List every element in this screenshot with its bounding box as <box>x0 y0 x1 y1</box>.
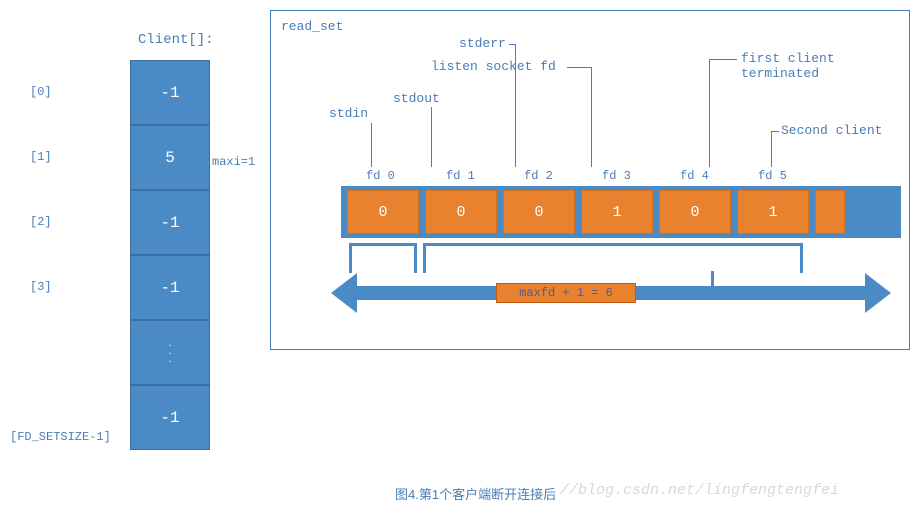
anno-first-client: first clientterminated <box>741 51 835 81</box>
line-stderr-h <box>509 44 515 45</box>
fd-label-3: fd 3 <box>602 169 631 183</box>
client-array-title: Client[]: <box>138 32 214 48</box>
arrow-head-right <box>865 273 891 313</box>
bracket-right <box>423 243 803 273</box>
fd-label-4: fd 4 <box>680 169 709 183</box>
client-index-3: [3] <box>30 280 52 294</box>
anno-stderr: stderr <box>459 36 506 51</box>
anno-second-client: Second client <box>781 123 882 138</box>
client-cell-ellipsis: ... <box>130 320 210 385</box>
figure-caption: 图4.第1个客户端断开连接后 <box>395 484 556 503</box>
line-listen-h <box>567 67 591 68</box>
anno-listen: listen socket fd <box>431 59 556 74</box>
fd-cell-3: 1 <box>581 190 653 234</box>
line-stderr-v <box>515 44 516 167</box>
line-first-v <box>709 59 710 167</box>
maxi-label: maxi=1 <box>212 155 255 169</box>
watermark: //blog.csdn.net/lingfengtengfei <box>560 482 839 499</box>
fd-cell-0: 0 <box>347 190 419 234</box>
client-cell-1: 5 <box>130 125 210 190</box>
client-index-2: [2] <box>30 215 52 229</box>
fd-cell-1: 0 <box>425 190 497 234</box>
client-cell-0: -1 <box>130 60 210 125</box>
client-cell-2: -1 <box>130 190 210 255</box>
client-index-1: [1] <box>30 150 52 164</box>
readset-box: read_set fd 0 fd 1 fd 2 fd 3 fd 4 fd 5 0… <box>270 10 910 350</box>
client-index-0: [0] <box>30 85 52 99</box>
line-stdin <box>371 123 372 167</box>
fd-cell-5: 1 <box>737 190 809 234</box>
client-cell-3: -1 <box>130 255 210 320</box>
fd-cell-more <box>815 190 845 234</box>
client-array: -1 5 -1 -1 ... -1 <box>130 60 210 450</box>
fd-label-2: fd 2 <box>524 169 553 183</box>
line-second-h <box>771 131 779 132</box>
line-stdin-h <box>371 123 372 124</box>
line-stdout <box>431 107 432 167</box>
bracket-left <box>349 243 417 273</box>
client-index-last: [FD_SETSIZE-1] <box>10 430 111 444</box>
readset-label: read_set <box>281 19 343 34</box>
client-cell-last: -1 <box>130 385 210 450</box>
fd-bitset-row: 0 0 0 1 0 1 <box>341 186 901 238</box>
anno-stdin: stdin <box>329 106 368 121</box>
anno-stdout: stdout <box>393 91 440 106</box>
arrow-text: maxfd + 1 = 6 <box>496 283 636 303</box>
fd-cell-4: 0 <box>659 190 731 234</box>
fd-label-0: fd 0 <box>366 169 395 183</box>
fd-label-5: fd 5 <box>758 169 787 183</box>
line-first-h <box>709 59 737 60</box>
fd-label-1: fd 1 <box>446 169 475 183</box>
line-second-v <box>771 131 772 167</box>
fd-cell-2: 0 <box>503 190 575 234</box>
line-listen-v <box>591 67 592 167</box>
